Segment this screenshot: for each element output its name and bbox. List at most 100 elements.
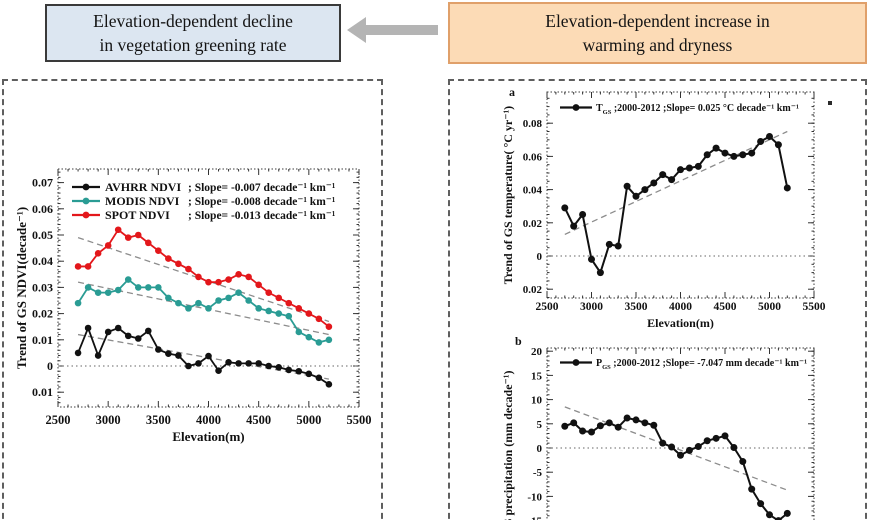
data-point	[315, 374, 323, 382]
tgs-xtick-label: 2500	[536, 301, 559, 313]
greening-decline-line1: Elevation-dependent decline	[93, 10, 293, 31]
tgs-series-tgs	[561, 132, 791, 277]
pgs-series-pgs	[561, 414, 791, 520]
data-point	[255, 305, 262, 312]
data-point	[145, 239, 152, 247]
causal-arrow	[347, 17, 438, 43]
data-point	[145, 327, 152, 335]
data-point	[614, 423, 622, 431]
tgs-ytick-label: 0.02	[523, 218, 543, 230]
data-point	[245, 273, 252, 281]
data-point	[325, 323, 333, 330]
legend-series-name: SPOT NDVI	[105, 208, 170, 222]
ndvi-x-axis-title: Elevation(m)	[172, 429, 244, 444]
data-point	[175, 260, 182, 268]
data-point	[114, 324, 122, 332]
data-point	[155, 346, 162, 353]
data-point	[245, 360, 252, 367]
data-point	[195, 299, 202, 307]
pgs-panel-label: b	[515, 334, 522, 348]
data-point	[766, 132, 773, 140]
data-point	[94, 289, 102, 296]
greening-decline-line2: in vegetation greening rate	[99, 35, 287, 55]
data-point	[104, 242, 112, 249]
data-point	[255, 360, 262, 367]
data-point	[185, 362, 192, 370]
climate-dashed-panel	[448, 79, 867, 520]
series-line	[563, 135, 789, 275]
ndvi-ytick-label: 0	[47, 359, 53, 373]
tgs-xtick-label: 3000	[580, 301, 603, 313]
pgs-ytick-label: 0	[537, 443, 543, 455]
pgs-ytick-label: 15	[531, 370, 543, 382]
warming-dryness-line1: Elevation-dependent increase in	[545, 10, 770, 31]
data-point	[315, 315, 323, 323]
ndvi-xtick-label: 5000	[296, 413, 321, 427]
tgs-plot: 0.08 0.06 0.04 0.02 0 0.02 2500 3000 3500 4000 450…	[501, 85, 826, 330]
data-point	[225, 276, 232, 283]
data-point	[235, 271, 242, 278]
data-point	[245, 297, 252, 304]
data-point	[265, 362, 273, 370]
data-point	[325, 336, 333, 344]
data-point	[748, 485, 756, 493]
data-point	[265, 289, 273, 296]
data-point	[195, 360, 202, 367]
data-point	[175, 299, 182, 307]
pgs-ytick-label: -15	[527, 516, 542, 520]
data-point	[235, 289, 242, 296]
pgs-ytick-label: 10	[531, 395, 543, 407]
data-point	[668, 443, 676, 451]
data-point	[215, 278, 222, 286]
data-point	[650, 421, 658, 429]
ndvi-series-avhrr-ndvi	[74, 324, 333, 388]
data-point	[685, 446, 693, 454]
tgs-ytick-label: 0.02	[523, 284, 543, 296]
data-point	[104, 289, 112, 296]
data-point	[295, 367, 303, 375]
data-point	[774, 517, 782, 520]
data-point	[650, 179, 658, 187]
data-point	[305, 333, 313, 341]
legend-series-name: MODIS NDVI	[105, 194, 180, 208]
data-point	[84, 263, 92, 270]
data-point	[730, 444, 738, 452]
ndvi-xtick-label: 4500	[246, 413, 271, 427]
data-point	[614, 242, 622, 250]
data-point	[74, 263, 82, 270]
data-point	[739, 458, 747, 466]
ndvi-xtick-label: 2500	[46, 413, 71, 427]
pgs-legend: PGS ;2000-2012 ;Slope= -7.047 mm decade⁻…	[560, 358, 807, 371]
data-point	[712, 434, 720, 442]
pgs-trend-line	[564, 406, 788, 491]
data-point	[712, 144, 720, 152]
ndvi-y-axis-title: Trend of GS NDVI(decade⁻¹)	[14, 207, 29, 369]
data-point	[570, 419, 578, 427]
data-point	[84, 324, 92, 332]
data-point	[694, 162, 702, 170]
data-point	[305, 310, 313, 317]
legend-text: TGS ;2000-2012 ;Slope= 0.025 °C decade⁻¹…	[596, 103, 799, 116]
data-point	[748, 149, 756, 157]
data-point	[205, 278, 212, 286]
ndvi-legend: AVHRR NDVI ; Slope= -0.007 decade⁻¹ km⁻¹ M…	[72, 180, 335, 222]
data-point	[596, 269, 604, 277]
data-point	[124, 234, 132, 241]
data-point	[124, 332, 132, 340]
data-point	[265, 307, 273, 315]
series-line	[564, 416, 788, 520]
legend-series-name: AVHRR NDVI	[105, 180, 181, 194]
data-point	[659, 171, 667, 179]
data-point	[285, 312, 293, 320]
legend-text: PGS ;2000-2012 ;Slope= -7.047 mm decade⁻…	[596, 358, 807, 371]
ndvi-trend-chart: 0.07 0.06 0.05 0.04 0.03 0.02 0.01 0 0.01 2500 300…	[14, 168, 372, 444]
ndvi-xtick-label: 3000	[96, 413, 121, 427]
data-point	[739, 151, 747, 159]
data-point	[677, 451, 684, 459]
data-point	[275, 310, 283, 317]
data-point	[685, 164, 693, 172]
tgs-trend-line	[564, 130, 788, 236]
data-point	[596, 422, 604, 430]
data-point	[623, 414, 631, 422]
